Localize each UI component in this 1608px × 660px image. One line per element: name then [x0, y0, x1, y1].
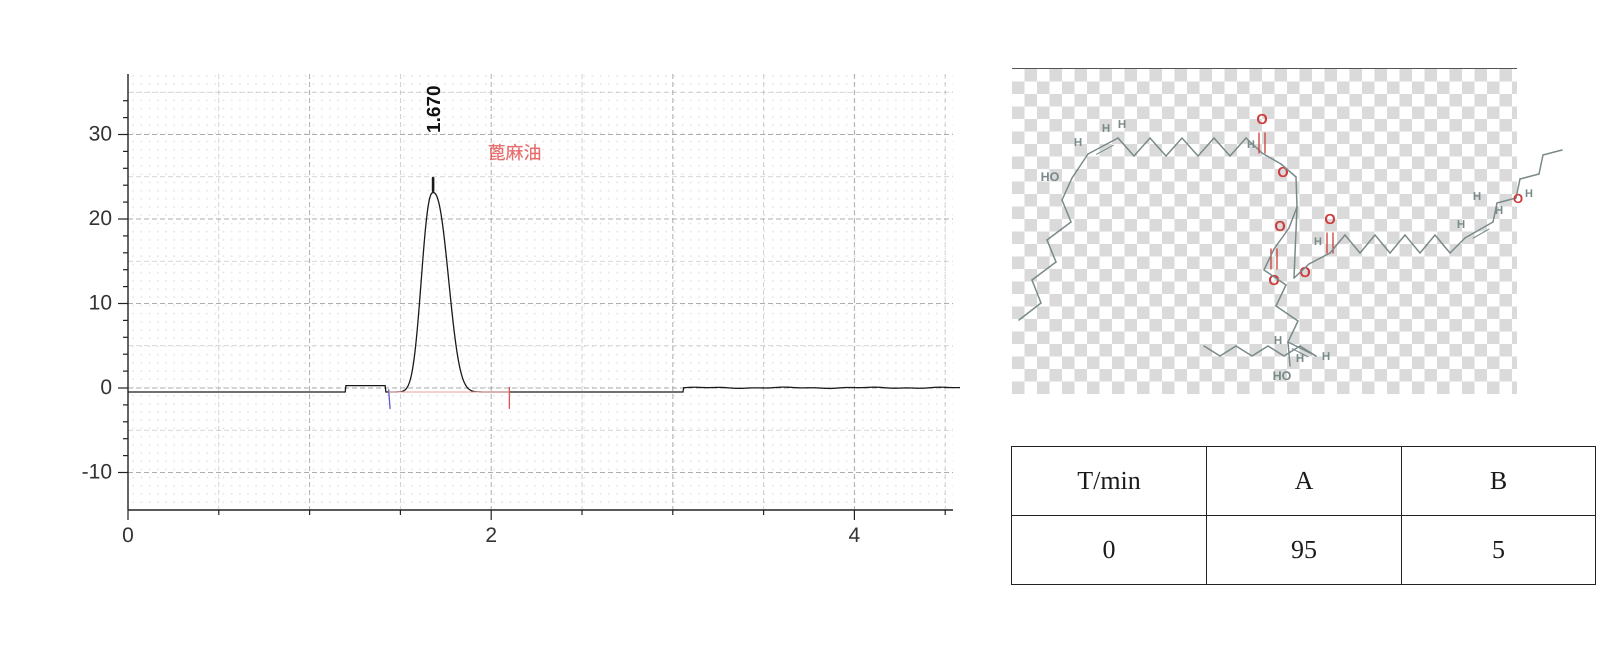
svg-text:H: H: [1074, 137, 1082, 149]
svg-text:H: H: [1296, 353, 1304, 365]
svg-text:O: O: [1268, 273, 1279, 289]
svg-text:H: H: [1457, 219, 1465, 231]
svg-text:H: H: [1525, 188, 1533, 200]
svg-text:O: O: [1277, 165, 1288, 181]
svg-text:H: H: [1314, 236, 1322, 248]
svg-text:O: O: [1513, 191, 1523, 206]
svg-text:H: H: [1274, 335, 1282, 347]
svg-text:O: O: [1324, 212, 1335, 228]
svg-text:H: H: [1118, 119, 1126, 131]
svg-text:O: O: [1256, 112, 1267, 128]
svg-text:H: H: [1102, 123, 1110, 135]
svg-text:HO: HO: [1041, 170, 1060, 184]
svg-text:H: H: [1247, 139, 1255, 151]
svg-text:H: H: [1322, 351, 1330, 363]
svg-text:O: O: [1274, 219, 1285, 235]
svg-text:HO: HO: [1273, 369, 1292, 383]
svg-text:H: H: [1473, 191, 1481, 203]
